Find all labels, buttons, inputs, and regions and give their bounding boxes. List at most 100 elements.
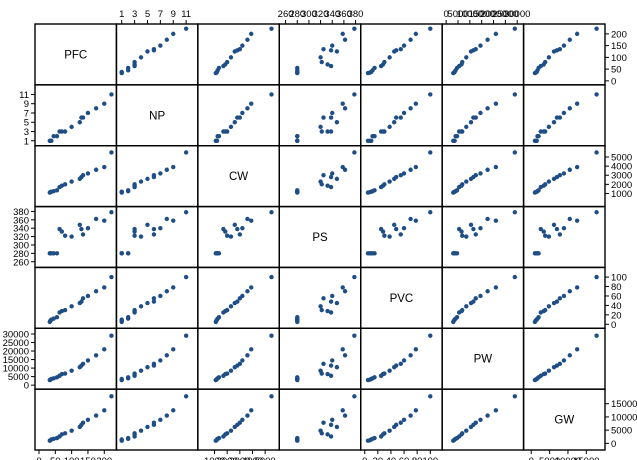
data-point [542, 371, 548, 376]
data-point [546, 368, 552, 373]
data-point [295, 188, 300, 193]
data-point [382, 59, 387, 65]
variable-label-pvc: PVC [390, 293, 414, 305]
data-point [224, 371, 230, 376]
x-tick-label-ps: 380 [348, 9, 364, 20]
data-point [223, 229, 228, 234]
panel-frame [278, 23, 362, 86]
x-tick-label-ps: 260 [278, 9, 294, 20]
data-point [80, 420, 86, 425]
data-point [49, 138, 54, 143]
data-point [594, 150, 599, 155]
y-tick-label-gw: 0 [611, 439, 616, 450]
data-point [561, 171, 567, 176]
data-point [119, 189, 124, 194]
data-point [512, 150, 518, 155]
data-point [512, 394, 518, 399]
data-point [318, 124, 323, 130]
panel-cw-vs-pw [441, 145, 525, 208]
data-point [319, 307, 324, 313]
data-point [538, 226, 543, 232]
data-point [102, 164, 107, 170]
data-point [109, 274, 114, 280]
y-tick-label-pfc: 150 [611, 41, 627, 52]
panel-ps-vs-pfc [34, 205, 118, 269]
data-point [319, 129, 324, 134]
panel-pfc-vs-pw [441, 23, 525, 86]
y-tick-label-pvc: 40 [611, 301, 622, 312]
data-point [171, 347, 176, 352]
panel-frame [522, 23, 606, 86]
panel-frame [441, 145, 525, 208]
variable-label-gw: GW [554, 415, 574, 427]
data-point [454, 188, 460, 193]
data-point [352, 333, 357, 338]
x-tick-label-pvc: 0 [362, 456, 367, 460]
data-point [342, 37, 348, 42]
data-point [387, 179, 392, 184]
data-point [554, 226, 560, 232]
data-point [232, 120, 237, 125]
data-point [318, 55, 323, 60]
panel-frame [278, 266, 362, 329]
panel-cw-vs-ps [278, 145, 362, 208]
data-point [138, 234, 144, 239]
data-point [536, 251, 541, 256]
data-point [493, 101, 499, 106]
data-point [93, 167, 99, 172]
data-point [69, 179, 74, 184]
data-point [125, 65, 131, 71]
data-point [387, 428, 392, 433]
data-point [79, 226, 84, 232]
panel-np-vs-pvc [360, 84, 443, 147]
data-point [62, 233, 68, 238]
data-point [158, 225, 163, 231]
data-point [93, 106, 99, 111]
data-point [295, 375, 300, 380]
data-point [132, 233, 137, 238]
data-point [151, 296, 157, 301]
data-point [69, 304, 74, 309]
data-point [534, 138, 539, 143]
x-tick-label-np: 11 [181, 9, 191, 20]
data-point [237, 46, 243, 52]
data-point [401, 417, 407, 423]
data-point [334, 300, 340, 306]
data-point [240, 358, 245, 363]
x-tick-label-ps: 280 [289, 9, 305, 20]
y-tick-label-np: 3 [24, 127, 29, 138]
data-point [542, 182, 548, 187]
x-tick-label-pvc: 100 [422, 456, 438, 460]
panel-frame [115, 23, 199, 86]
data-point [574, 101, 580, 106]
data-point [321, 46, 326, 52]
data-point [393, 363, 399, 368]
data-point [245, 353, 250, 358]
data-point [295, 435, 300, 441]
data-point [340, 347, 345, 352]
data-point [269, 92, 274, 97]
y-tick-label-pw: 30000 [3, 329, 29, 340]
data-point [237, 232, 243, 237]
panel-ps-vs-gw [522, 205, 606, 269]
data-point [352, 274, 357, 280]
y-tick-label-pfc: 0 [611, 76, 616, 87]
data-point [240, 43, 245, 48]
data-point [224, 233, 230, 238]
y-tick-label-pvc: 0 [611, 320, 616, 331]
data-point [328, 363, 334, 368]
variable-label-pfc: PFC [64, 49, 87, 61]
panel-np-vs-ps [278, 84, 362, 147]
panel-pfc-vs-cw [197, 23, 280, 86]
data-point [546, 55, 552, 60]
data-point [380, 229, 386, 234]
data-point [398, 115, 403, 120]
data-point [352, 26, 357, 31]
data-point [295, 315, 300, 320]
data-point [493, 164, 499, 170]
data-point [342, 413, 348, 418]
data-point [62, 371, 68, 376]
data-point [464, 124, 469, 130]
data-point [554, 299, 560, 304]
panel-frame [522, 205, 606, 269]
